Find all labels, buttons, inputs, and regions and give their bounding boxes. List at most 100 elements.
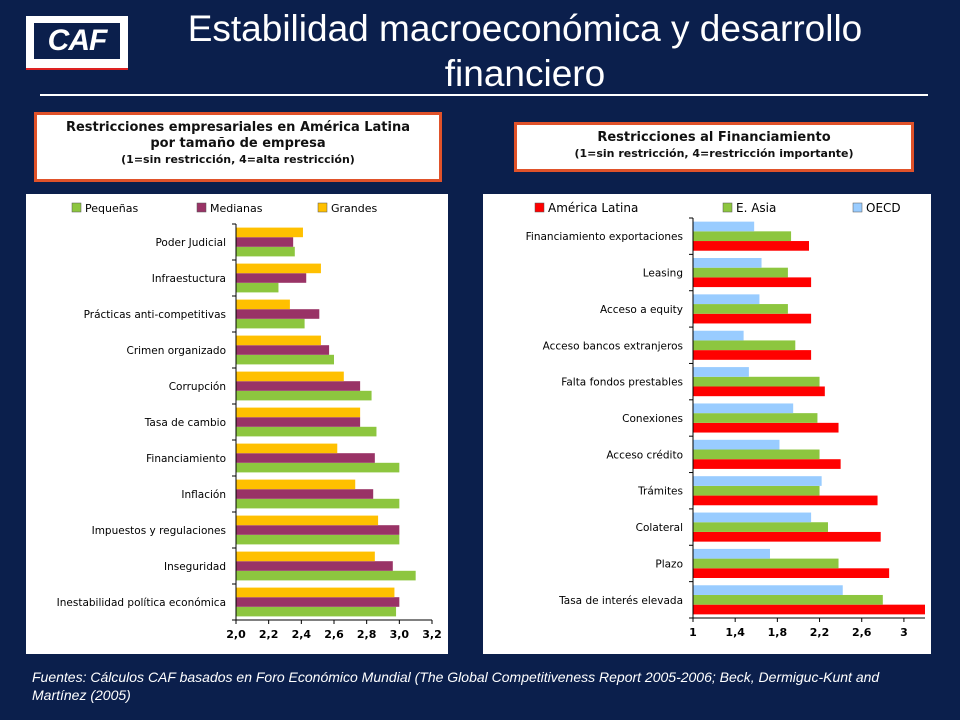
category-label: Corrupción <box>169 381 226 393</box>
bar <box>236 246 295 257</box>
bar <box>236 345 330 355</box>
bar <box>693 476 822 486</box>
category-label: Financiamiento <box>146 453 226 465</box>
bar <box>693 221 755 232</box>
bar <box>236 515 379 526</box>
bar <box>693 548 770 559</box>
x-tick-label: 3,0 <box>390 628 410 641</box>
legend-label: OECD <box>866 201 901 215</box>
bar <box>236 335 321 346</box>
bar <box>236 551 375 562</box>
title-divider <box>40 94 928 96</box>
category-label: Colateral <box>636 522 683 534</box>
bar <box>236 606 397 617</box>
bar <box>236 299 290 310</box>
category-label: Poder Judicial <box>155 237 226 249</box>
bar <box>693 258 762 268</box>
bar <box>236 587 395 598</box>
legend-label: Pequeñas <box>85 202 138 215</box>
bar <box>693 604 925 615</box>
bar <box>236 273 307 283</box>
bar <box>236 570 416 581</box>
bar <box>693 531 881 542</box>
category-label: Inflación <box>181 489 226 501</box>
x-tick-label: 2,2 <box>810 626 830 639</box>
left-chart-panel: Pequeñas Medianas Grandes Poder Judicial Inf… <box>26 194 448 654</box>
bar <box>693 386 825 397</box>
category-label: Tasa de interés elevada <box>558 595 683 607</box>
legend-label: Medianas <box>210 202 263 215</box>
bar <box>693 495 878 506</box>
bar <box>693 585 843 595</box>
category-label: Crimen organizado <box>126 345 226 357</box>
right-chart-panel: América Latina E. Asia OECD Financiamiento … <box>483 194 931 654</box>
category-label: Trámites <box>637 486 683 498</box>
bar <box>236 237 294 247</box>
x-tick-label: 3,2 <box>422 628 442 641</box>
bar <box>693 241 809 251</box>
logo-underline <box>26 68 128 70</box>
left-chart-caption: Restricciones empresariales en América L… <box>34 112 442 182</box>
bar <box>236 498 400 509</box>
bar <box>693 522 828 532</box>
left-bar-chart: Pequeñas Medianas Grandes Poder Judicial Inf… <box>57 202 442 641</box>
bar <box>236 407 361 418</box>
bar <box>693 330 744 341</box>
x-tick-label: 2,6 <box>324 628 344 641</box>
category-label: Falta fondos prestables <box>561 377 683 389</box>
left-caption-line3: (1=sin restricción, 4=alta restricción) <box>121 153 355 166</box>
bar <box>693 294 760 305</box>
bar <box>236 489 374 499</box>
category-label: Plazo <box>655 558 683 570</box>
bar <box>236 354 334 365</box>
bar <box>236 282 279 293</box>
legend-label: Grandes <box>331 202 378 215</box>
legend-swatch <box>852 202 863 213</box>
category-label: Tasa de cambio <box>144 417 226 429</box>
bar <box>236 426 377 437</box>
bar <box>693 403 794 414</box>
bar <box>236 561 393 571</box>
category-label: Acceso bancos extranjeros <box>543 340 683 352</box>
legend-swatch <box>534 202 545 213</box>
legend-swatch <box>722 202 733 213</box>
bar <box>236 263 321 274</box>
bar <box>693 231 792 242</box>
category-label: Conexiones <box>622 413 683 425</box>
bar <box>693 512 812 523</box>
left-caption-line1: Restricciones empresariales en América L… <box>65 120 410 135</box>
bar <box>693 594 883 605</box>
legend-swatch <box>317 202 328 213</box>
bar <box>236 597 400 607</box>
bar <box>236 443 338 454</box>
bar <box>693 439 780 450</box>
left-caption-line2: por tamaño de empresa <box>150 136 326 151</box>
bar <box>236 381 361 391</box>
bar <box>693 350 812 360</box>
x-tick-label: 3 <box>900 626 908 639</box>
bar <box>693 485 820 496</box>
caf-logo: CAF <box>26 16 128 68</box>
x-tick-label: 2,0 <box>226 628 246 641</box>
legend-swatch <box>71 202 82 213</box>
bar <box>693 376 820 387</box>
x-tick-label: 2,6 <box>852 626 872 639</box>
bar <box>693 459 841 469</box>
right-caption-line1: Restricciones al Financiamiento <box>597 130 831 145</box>
bar <box>693 413 818 423</box>
category-label: Infraestuctura <box>152 273 226 285</box>
bar <box>236 309 320 319</box>
bar <box>693 449 820 460</box>
legend-swatch <box>196 202 207 213</box>
legend-label: América Latina <box>548 201 638 215</box>
bar <box>236 479 356 490</box>
category-label: Acceso a equity <box>600 304 683 316</box>
caf-logo-text: CAF <box>34 23 120 59</box>
bar <box>236 390 372 401</box>
source-note: Fuentes: Cálculos CAF basados en Foro Ec… <box>32 669 880 703</box>
bar <box>236 227 303 238</box>
bar <box>236 534 400 545</box>
bar <box>693 568 890 578</box>
category-label: Inseguridad <box>164 561 226 573</box>
x-tick-label: 1,8 <box>768 626 788 639</box>
